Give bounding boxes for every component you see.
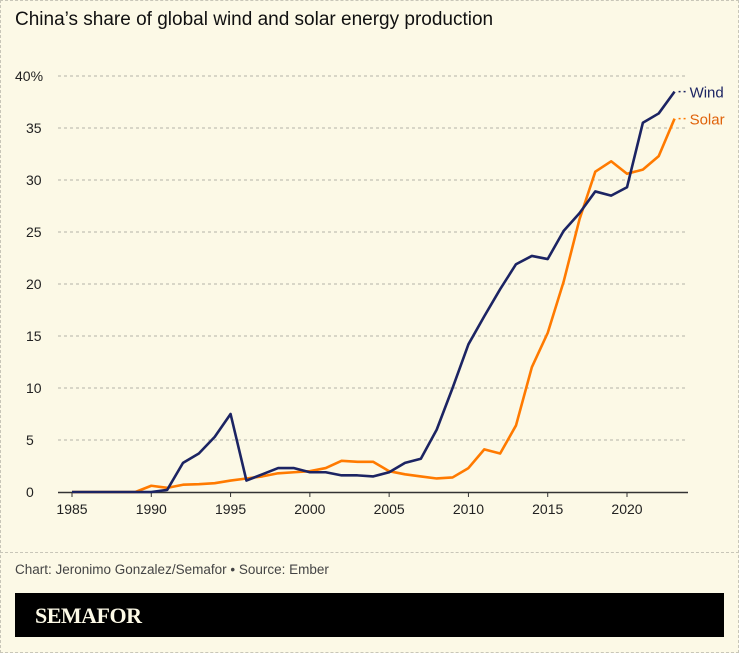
y-tick-label: 20 <box>26 276 42 292</box>
semafor-logo: SEMAFOR <box>35 603 142 628</box>
y-tick-label: 0 <box>26 484 34 500</box>
y-tick-label: 40% <box>15 68 43 84</box>
x-tick-label: 2020 <box>611 501 642 517</box>
y-tick-label: 5 <box>26 432 34 448</box>
y-tick-label: 25 <box>26 224 42 240</box>
brand-bar: SEMAFOR <box>15 593 724 637</box>
chart-title: China’s share of global wind and solar e… <box>15 9 494 30</box>
footer-divider <box>0 552 739 553</box>
solar-series-label: Solar <box>690 112 725 129</box>
wind-series-label: Wind <box>690 85 724 102</box>
y-tick-label: 15 <box>26 328 42 344</box>
y-tick-label: 10 <box>26 380 42 396</box>
chart-credit: Chart: Jeronimo Gonzalez/Semafor • Sourc… <box>15 562 329 577</box>
x-tick-label: 2000 <box>294 501 325 517</box>
line-chart: 0 5 10 15 20 25 30 35 40% 1985 1990 1995 2000 2005 20… <box>15 68 725 517</box>
x-tick-label: 2010 <box>453 501 484 517</box>
y-tick-label: 35 <box>26 120 42 136</box>
x-tick-label: 2015 <box>532 501 563 517</box>
x-tick-label: 1985 <box>56 501 87 517</box>
x-tick-label: 2005 <box>374 501 405 517</box>
y-tick-label: 30 <box>26 172 42 188</box>
wind-line <box>72 90 676 494</box>
x-tick-label: 1995 <box>215 501 246 517</box>
solar-line <box>72 118 676 494</box>
x-tick-label: 1990 <box>136 501 167 517</box>
